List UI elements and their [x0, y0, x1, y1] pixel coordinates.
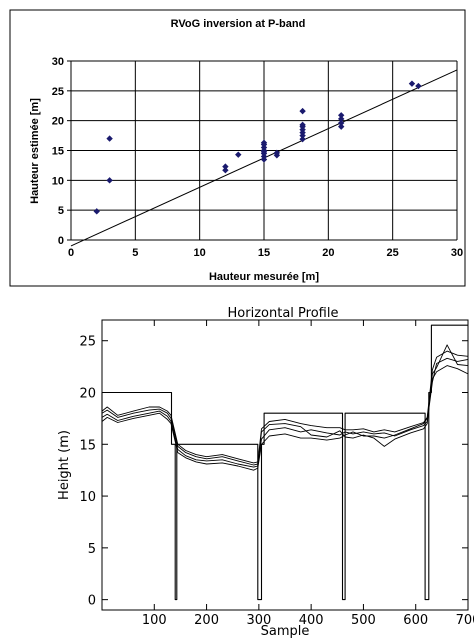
x-tick-label: 0 [68, 247, 74, 259]
y-axis-label: Height (m) [57, 430, 72, 500]
scatter-chart: RVoG inversion at P-band 0 5 10 15 20 25 30 0 5 1… [9, 9, 466, 287]
plot-frame [101, 319, 469, 611]
y-tick-label: 5 [58, 205, 64, 217]
y-tick-label: 20 [52, 116, 64, 128]
data-point [299, 107, 306, 115]
y-tick-label: 25 [52, 86, 64, 98]
data-point [222, 163, 229, 170]
y-tick-label: 10 [52, 175, 64, 187]
y-tick-label: 15 [52, 146, 64, 158]
chart-title: Horizontal Profile [228, 306, 339, 321]
data-point [260, 139, 268, 146]
x-tick-label: 20 [322, 247, 334, 259]
y-tick-label: 0 [88, 594, 96, 609]
data-point [106, 135, 113, 142]
x-tick-label: 600 [403, 613, 428, 628]
y-tick-label: 10 [79, 490, 96, 505]
data-point [338, 112, 345, 119]
series-line-estimate [101, 350, 469, 464]
data-point [235, 151, 242, 158]
y-tick-label: 30 [52, 56, 64, 68]
series-line-reference [101, 324, 468, 601]
tick-labels: 0 5 10 15 20 25 30 0 5 10 15 20 25 30 [52, 56, 463, 259]
x-tick-label: 400 [299, 613, 324, 628]
series-lines [101, 324, 469, 601]
x-tick-label: 200 [194, 613, 219, 628]
chart-border [9, 9, 466, 287]
x-tick-label: 700 [456, 613, 474, 628]
data-point [222, 166, 229, 174]
data-point [338, 115, 345, 123]
x-tick-label: 15 [258, 247, 270, 259]
data-point [338, 123, 345, 130]
series-line-estimate [101, 365, 469, 471]
axes [67, 60, 457, 241]
line-chart: Horizontal Profile 100 200 300 400 500 600 70 0… [57, 306, 474, 638]
data-point [299, 135, 306, 143]
chart-title: RVoG inversion at P-band [171, 18, 306, 30]
data-points [93, 80, 422, 215]
y-tick-label: 15 [79, 438, 96, 453]
data-point [299, 121, 306, 129]
y-axis-label: Hauteur estimée [m] [29, 98, 41, 204]
data-point [93, 208, 100, 215]
x-tick-label: 100 [142, 613, 167, 628]
y-tick-label: 25 [79, 335, 96, 350]
x-tick-label: 10 [194, 247, 206, 259]
tick-labels: 100 200 300 400 500 600 700 0 5 10 15 20 25 [79, 320, 474, 628]
x-axis-label: Sample [261, 624, 310, 638]
x-tick-label: 30 [451, 247, 463, 259]
x-tick-label: 25 [387, 247, 399, 259]
x-tick-label: 300 [246, 613, 271, 628]
x-axis-label: Hauteur mesurée [m] [209, 271, 319, 283]
y-tick-label: 0 [58, 235, 64, 247]
data-point [260, 148, 268, 155]
series-line-estimate [101, 357, 469, 466]
x-tick-label: 500 [351, 613, 376, 628]
data-point [338, 119, 345, 127]
y-tick-label: 5 [88, 542, 96, 557]
data-point [106, 177, 113, 184]
series-line-estimate [101, 344, 469, 468]
data-point [408, 80, 416, 87]
y-tick-label: 20 [79, 387, 96, 402]
data-point [415, 82, 422, 90]
data-point [273, 149, 281, 157]
x-tick-label: 5 [132, 247, 138, 259]
